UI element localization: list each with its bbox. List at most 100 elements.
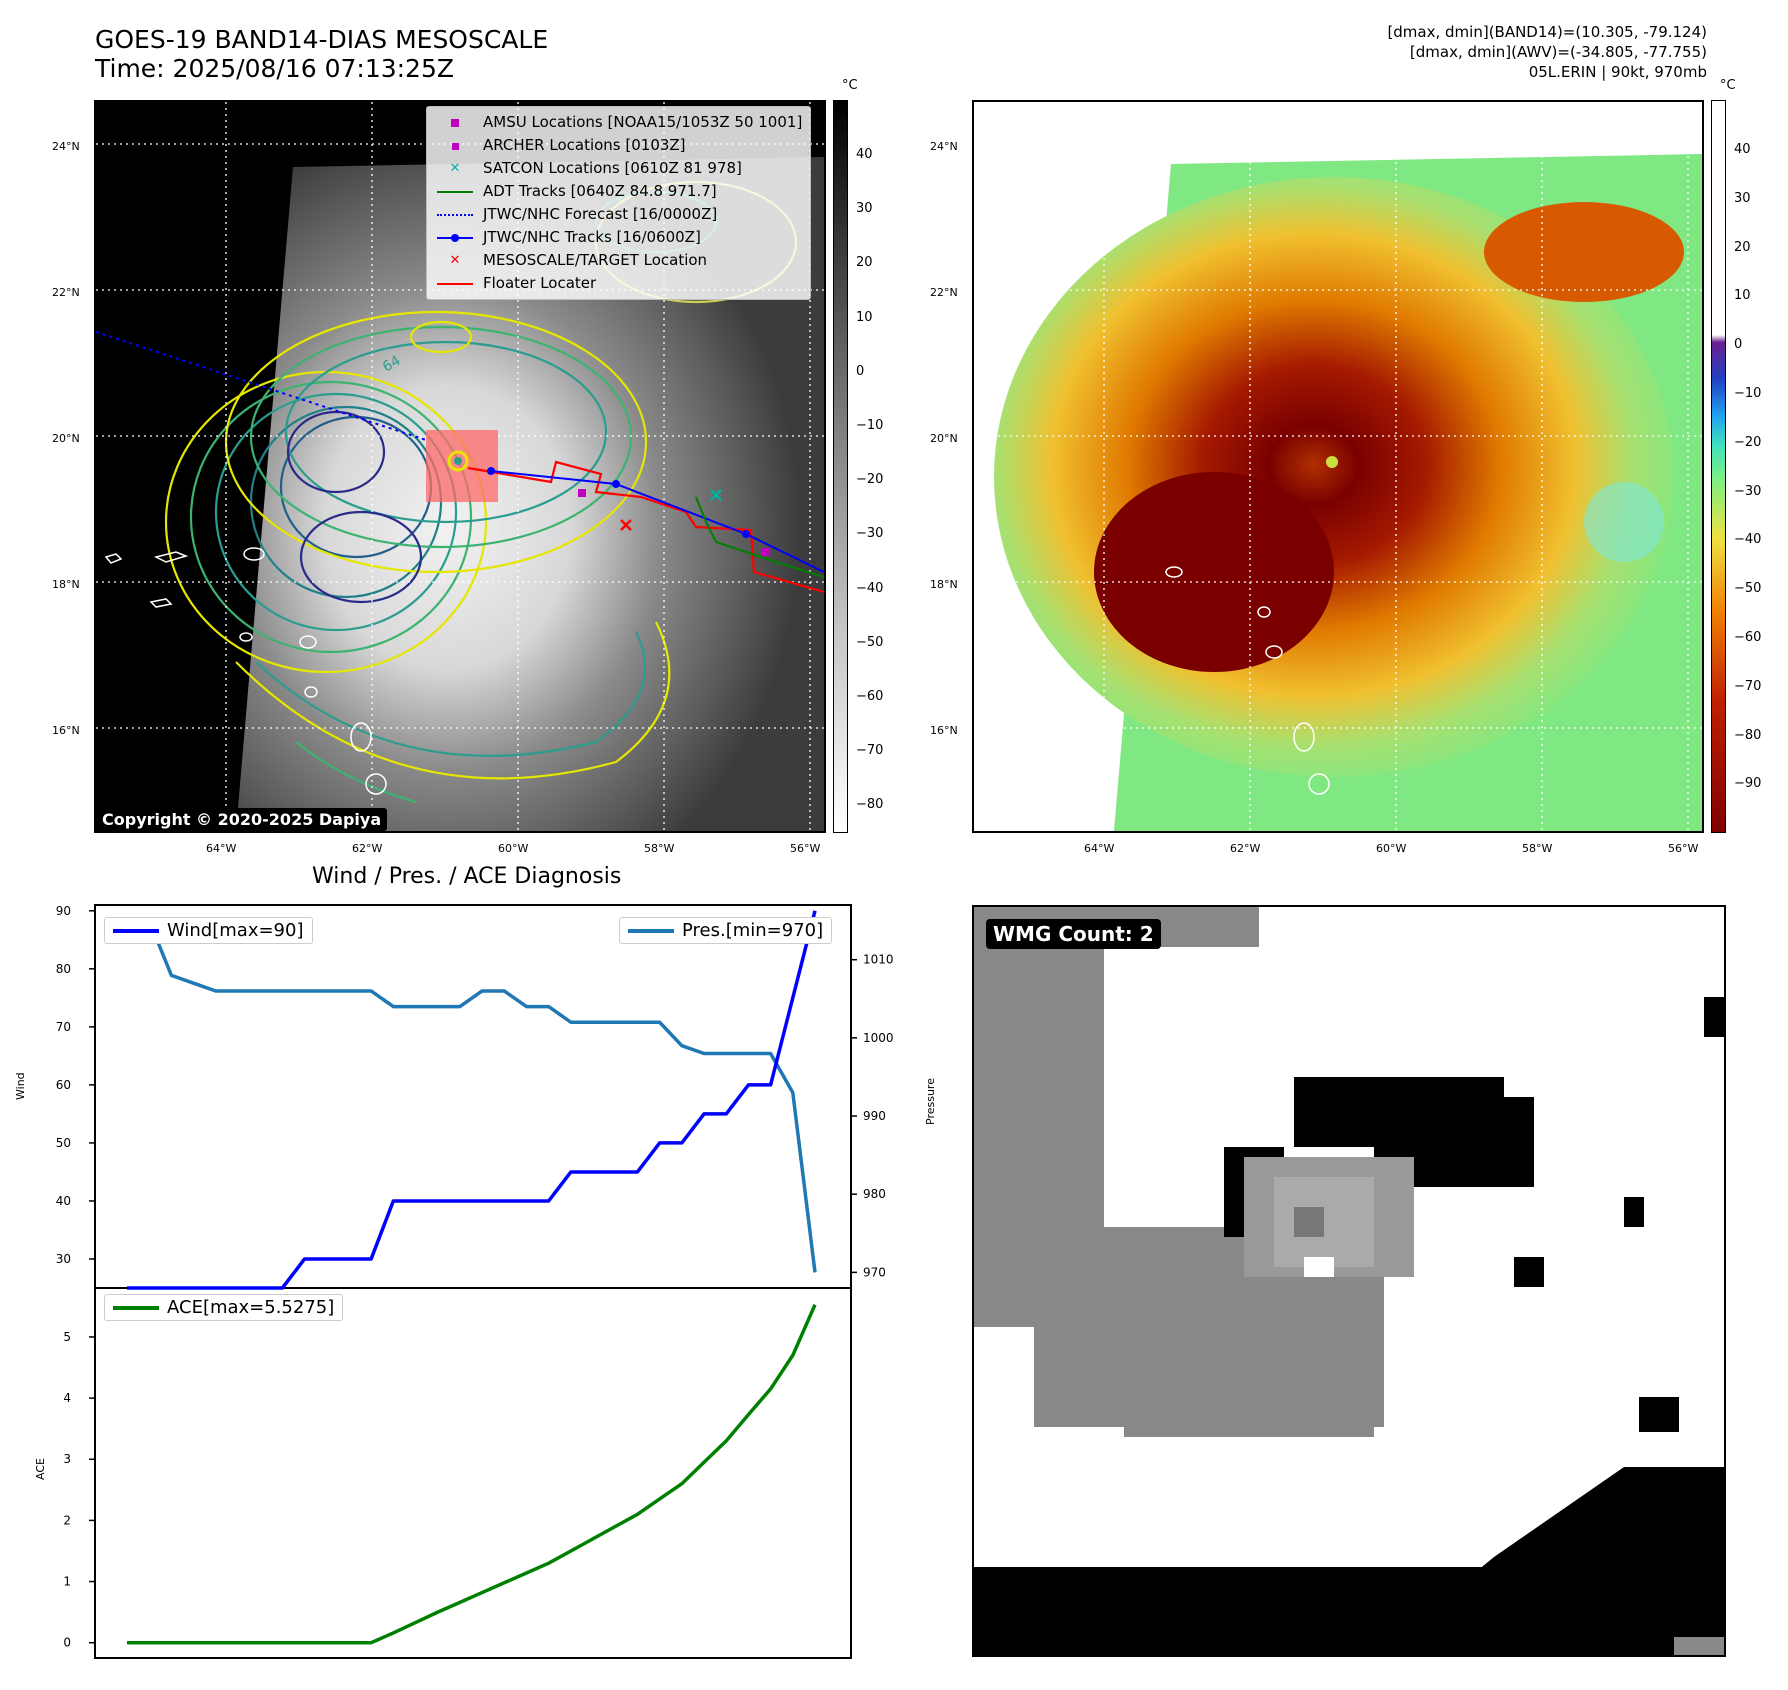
pressure-axis-label: Pressure [924, 1078, 937, 1125]
colorbar-unit: °C [1720, 78, 1736, 93]
legend-item-satcon: ✕ SATCON Locations [0610Z 81 978] [449, 159, 742, 177]
colorbar-tick-label: 40 [1734, 142, 1751, 157]
lat-label: 18°N [930, 578, 958, 591]
ir-map-panel: 64 [94, 100, 826, 833]
wind-tick-label: 90 [56, 904, 71, 918]
colorbar-tick-label: −10 [856, 418, 884, 433]
ace-legend: ACE[max=5.5275] [104, 1294, 344, 1321]
ir-colorbar [833, 100, 848, 833]
ir-map-image: 64 [96, 102, 824, 831]
colorbar-tick-label: −10 [1734, 386, 1762, 401]
legend-item-amsu: AMSU Locations [NOAA15/1053Z 50 1001] [435, 111, 802, 134]
pressure-tick-label: 1000 [863, 1031, 894, 1045]
lat-label: 24°N [52, 140, 80, 153]
lat-label: 18°N [52, 578, 80, 591]
wind-series-line [127, 910, 817, 1290]
legend-item-forecast: JTWC/NHC Forecast [16/0000Z] [435, 203, 802, 226]
contour-label: 64 [380, 353, 404, 376]
storm-info-text: 05L.ERIN | 90kt, 970mb [1528, 63, 1707, 81]
wind-tick-label: 60 [56, 1078, 71, 1092]
archer-marker [578, 489, 586, 497]
legend-item-adt: ADT Tracks [0640Z 84.8 971.7] [435, 180, 802, 203]
pressure-tick-label: 970 [863, 1265, 886, 1279]
ace-tick-label: 1 [63, 1575, 71, 1589]
lon-label: 56°W [1668, 842, 1699, 855]
colorbar-tick-label: −70 [856, 743, 884, 759]
ace-frame [94, 1287, 852, 1659]
colorbar-tick-label: 0 [1734, 337, 1743, 353]
wind-pressure-ace-chart: 90 80 70 60 50 40 30 1010 1000 990 980 970 5 4 3 2 1 0 [56, 904, 894, 1659]
band14-range-text: [dmax, dmin](BAND14)=(10.305, -79.124) [1387, 23, 1707, 41]
diagnosis-title: Wind / Pres. / ACE Diagnosis [312, 864, 622, 889]
map-legend: AMSU Locations [NOAA15/1053Z 50 1001] AR… [426, 106, 812, 300]
pressure-tick-label: 990 [863, 1109, 886, 1123]
lon-label: 62°W [352, 842, 383, 855]
colorbar-tick-label: −60 [1734, 630, 1762, 645]
ace-tick-label: 2 [63, 1513, 71, 1527]
wmg-panel: WMG Count: 2 [972, 905, 1726, 1657]
colorbar-tick-label: 10 [1734, 288, 1751, 304]
colorbar-tick-label: −70 [1734, 678, 1762, 694]
awv-range-text: [dmax, dmin](AWV)=(-34.805, -77.755) [1409, 43, 1707, 61]
colorbar-tick-label: −50 [1734, 581, 1762, 597]
wind-legend: Wind[max=90] [104, 917, 313, 944]
chart-time: Time: 2025/08/16 07:13:25Z [95, 54, 454, 83]
colorbar-tick-label: −30 [856, 526, 884, 542]
wmg-count-label: WMG Count: 2 [986, 919, 1161, 949]
legend-item-archer: ARCHER Locations [0103Z] [435, 134, 802, 157]
awv-colorbar [1711, 100, 1726, 833]
lon-label: 64°W [206, 842, 237, 855]
ace-tick-label: 0 [63, 1636, 71, 1650]
colorbar-tick-label: −50 [856, 634, 884, 650]
colorbar-tick-label: 10 [856, 309, 873, 325]
pressure-tick-label: 1010 [863, 953, 894, 967]
ace-series-line [127, 1303, 817, 1645]
colorbar-tick-label: −20 [856, 472, 884, 488]
lat-label: 20°N [52, 432, 80, 445]
legend-item-floater: Floater Locater [435, 272, 802, 295]
awv-map-panel [972, 100, 1704, 833]
ace-tick-label: 3 [63, 1452, 71, 1466]
colorbar-tick-label: 30 [1734, 190, 1751, 206]
wind-axis-label: Wind [14, 1072, 27, 1100]
legend-item-target: ✕ MESOSCALE/TARGET Location [449, 251, 708, 269]
colorbar-tick-label: 30 [856, 201, 873, 217]
pressure-tick-label: 980 [863, 1187, 886, 1201]
wind-tick-label: 80 [56, 962, 71, 976]
lon-label: 58°W [644, 842, 675, 855]
ace-axis-label: ACE [34, 1458, 47, 1480]
colorbar-tick-label: −80 [856, 797, 884, 813]
mesoscale-target-box [426, 430, 498, 502]
lon-label: 56°W [790, 842, 821, 855]
ace-tick-label: 4 [63, 1391, 71, 1405]
legend-item-tracks: JTWC/NHC Tracks [16/0600Z] [435, 226, 802, 249]
wind-tick-label: 70 [56, 1020, 71, 1034]
wind-tick-label: 50 [56, 1136, 71, 1150]
colorbar-tick-label: −80 [1734, 727, 1762, 743]
colorbar-tick-label: −20 [1734, 434, 1762, 450]
colorbar-tick-label: −90 [1734, 776, 1762, 792]
lat-label: 16°N [930, 724, 958, 737]
colorbar-tick-label: 0 [856, 363, 865, 379]
colorbar-tick-label: 20 [856, 255, 873, 271]
lon-label: 60°W [1376, 842, 1407, 855]
lat-label: 22°N [930, 286, 958, 299]
lat-label: 24°N [930, 140, 958, 153]
colorbar-tick-label: −60 [856, 689, 884, 704]
lon-label: 64°W [1084, 842, 1115, 855]
colorbar-tick-label: −40 [1734, 532, 1762, 548]
colorbar-tick-label: −40 [856, 580, 884, 596]
lat-label: 16°N [52, 724, 80, 737]
ace-tick-label: 5 [63, 1330, 71, 1344]
colorbar-tick-label: 40 [856, 147, 873, 162]
colorbar-tick-label: −30 [1734, 483, 1762, 499]
awv-map-image [974, 102, 1702, 831]
pressure-legend: Pres.[min=970] [619, 917, 833, 944]
satcon-marker [710, 489, 722, 501]
lat-label: 22°N [52, 286, 80, 299]
lon-label: 60°W [498, 842, 529, 855]
copyright-label: Copyright © 2020-2025 Dapiya [96, 808, 388, 831]
lat-label: 20°N [930, 432, 958, 445]
target-marker [620, 519, 632, 531]
wind-tick-label: 30 [56, 1252, 71, 1266]
